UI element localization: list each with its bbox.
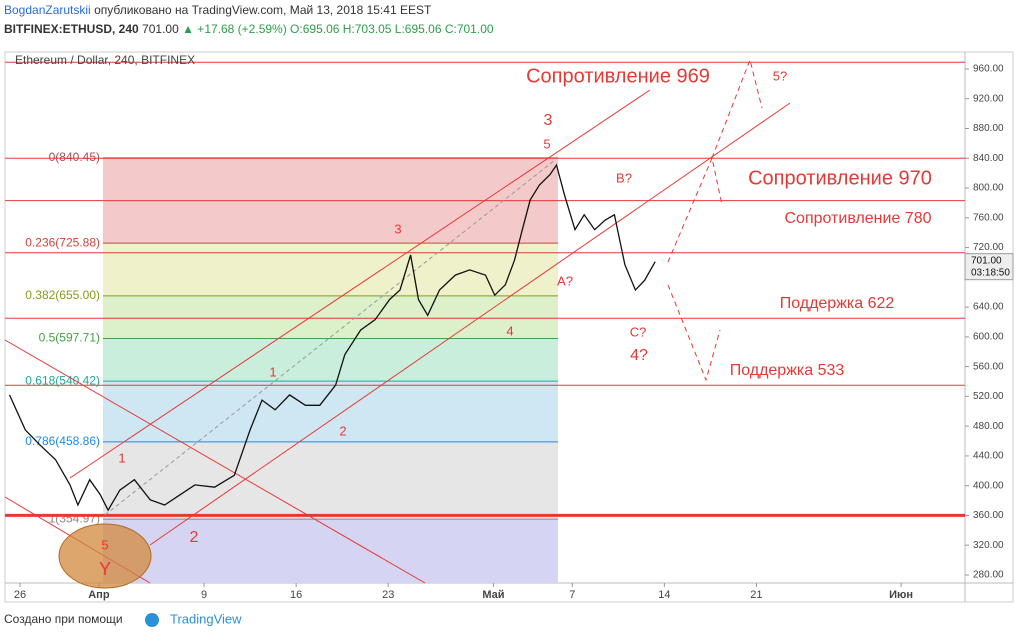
annotation: 5 [101,537,108,552]
price-label: 701.00 [971,255,1002,266]
header-line: BogdanZarutskii опубликовано на TradingV… [4,3,432,17]
logo [145,613,159,627]
trend-line [104,159,556,516]
annotation: Поддержка 533 [730,362,845,379]
y-tick-label: 800.00 [973,183,1004,194]
annotation: Сопротивление 780 [784,210,931,227]
countdown: 03:18:50 [971,267,1010,278]
annotation: 3 [394,221,401,236]
y-tick-label: 480.00 [973,421,1004,432]
annotation: 1 [118,450,125,465]
last: 701.00 [142,22,179,36]
fib-label: 1(354.97) [49,511,100,525]
annotation: C? [630,324,647,339]
chart-title: Ethereum / Dollar, 240, BITFINEX [15,53,195,67]
fib-label: 0.236(725.88) [25,235,100,249]
y-tick-label: 440.00 [973,451,1004,462]
y-tick-label: 640.00 [973,302,1004,313]
y-tick-label: 960.00 [973,64,1004,75]
annotation: 4? [630,347,648,364]
fib-band [103,441,558,520]
change: ▲ +17.68 (+2.59%) [182,22,287,36]
x-tick-label: 7 [569,589,575,601]
annotation: Сопротивление 970 [748,167,932,189]
highlight [58,523,152,589]
x-tick-label: 21 [750,589,762,601]
y-tick-label: 400.00 [973,480,1004,491]
fib-label: 0.5(597.71) [39,331,100,345]
fib-band [103,295,558,339]
y-tick-label: 760.00 [973,212,1004,223]
chart-frame [4,51,1014,603]
ohlc: O:695.06 H:703.05 L:695.06 C:701.00 [290,22,494,36]
footer-brand[interactable]: TradingView [170,611,242,626]
y-tick-label: 600.00 [973,331,1004,342]
symbol: BITFINEX:ETHUSD, 240 [4,22,139,36]
price-line [8,163,656,512]
annotation: 5? [773,68,787,83]
published: опубликовано на TradingView.com, Май 13,… [94,3,432,17]
y-tick-label: 280.00 [973,570,1004,581]
annotation: Поддержка 622 [780,295,895,312]
x-tick-label: Апр [88,589,110,601]
fib-label: 0.382(655.00) [25,288,100,302]
x-tick-label: Май [482,589,504,601]
annotation: 4 [506,323,513,338]
projection [711,58,763,159]
y-tick-label: 720.00 [973,242,1004,253]
fib-band [103,243,558,296]
fib-band [103,519,558,583]
annotation: 2 [339,423,346,438]
y-tick-label: 920.00 [973,93,1004,104]
x-tick-label: 16 [290,589,302,601]
y-tick-label: 560.00 [973,361,1004,372]
trend-line [69,89,651,479]
price-box [964,253,1014,281]
fib-band [103,381,558,442]
x-tick-label: 9 [201,589,207,601]
trend-line [149,102,791,546]
footer-text: Создано при помощи [4,612,123,626]
y-tick-label: 840.00 [973,153,1004,164]
x-tick-label: Июн [889,589,913,601]
annotation: 5 [543,136,550,151]
x-tick-label: 23 [382,589,394,601]
fib-label: 0(840.45) [49,150,100,164]
x-tick-label: 26 [14,589,26,601]
fib-label: 0.786(458.86) [25,434,100,448]
fib-band [103,338,558,382]
y-tick-label: 880.00 [973,123,1004,134]
annotation: B? [616,170,632,185]
y-tick-label: 320.00 [973,540,1004,551]
annotation: 3 [544,112,553,129]
y-tick-label: 360.00 [973,510,1004,521]
annotation: Y [99,559,111,579]
annotation: Сопротивление 969 [526,65,710,87]
symbol-line: BITFINEX:ETHUSD, 240 701.00 ▲ +17.68 (+2… [4,22,494,36]
y-tick-label: 520.00 [973,391,1004,402]
annotation: A? [557,273,573,288]
annotation: 1 [269,364,276,379]
x-tick-label: 14 [658,589,670,601]
annotation: 2 [190,529,199,546]
trend-line [4,339,426,584]
projection [667,284,721,382]
author[interactable]: BogdanZarutskii [4,3,91,17]
